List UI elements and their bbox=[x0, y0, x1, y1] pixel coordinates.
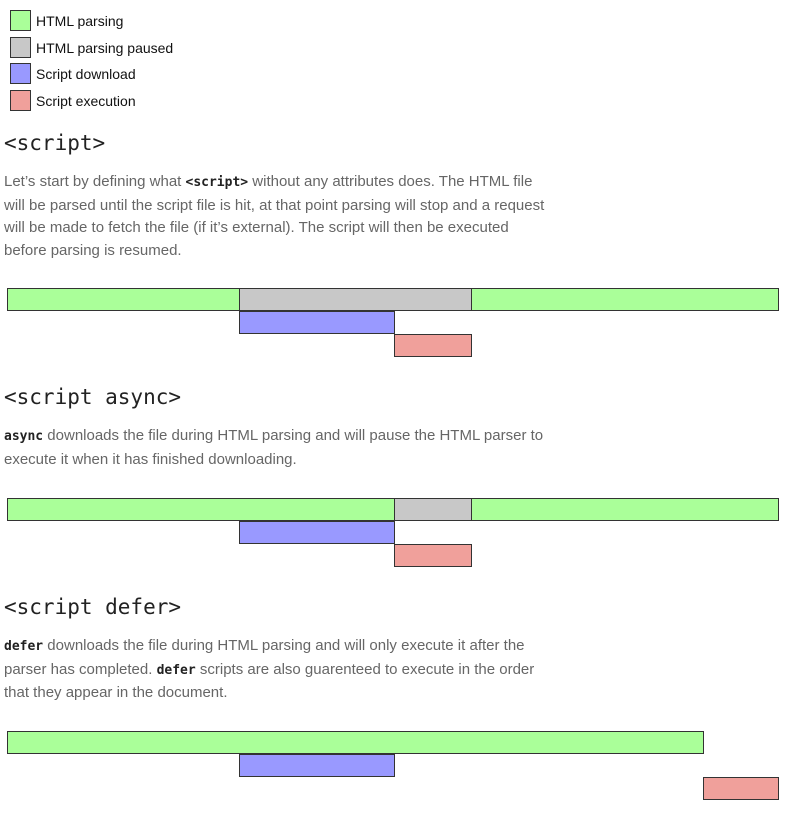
legend-swatch bbox=[10, 90, 31, 111]
code: defer bbox=[4, 639, 44, 654]
text: Let’s start by defining what bbox=[4, 173, 186, 190]
legend-label: HTML parsing bbox=[36, 13, 124, 29]
code: async bbox=[4, 429, 44, 444]
code: defer bbox=[156, 662, 196, 678]
text: without any attributes does. The HTML fi… bbox=[4, 173, 545, 259]
download-bar bbox=[239, 521, 395, 544]
parse-bar bbox=[7, 498, 395, 521]
legend-label: HTML parsing paused bbox=[36, 40, 174, 56]
text: scripts are also guarenteed to execute i… bbox=[4, 660, 535, 702]
legend-swatch bbox=[10, 37, 31, 58]
legend-label: Script download bbox=[36, 66, 136, 82]
parse-bar bbox=[7, 288, 240, 311]
section-text: async downloads the file during HTML par… bbox=[4, 425, 549, 471]
paused-bar bbox=[394, 498, 472, 521]
parse-bar bbox=[471, 288, 779, 311]
download-bar bbox=[239, 754, 395, 777]
section-heading: <script async> bbox=[4, 385, 182, 409]
section-text: defer downloads the file during HTML par… bbox=[4, 635, 549, 705]
parse-bar bbox=[7, 731, 704, 754]
section-heading: <script> bbox=[4, 131, 106, 155]
execute-bar bbox=[703, 777, 779, 800]
legend-swatch bbox=[10, 10, 31, 31]
download-bar bbox=[239, 311, 395, 334]
legend-swatch bbox=[10, 63, 31, 84]
section-heading: <script defer> bbox=[4, 595, 182, 619]
text: downloads the file during HTML parsing a… bbox=[4, 637, 525, 678]
section-text: Let’s start by defining what <script> wi… bbox=[4, 171, 549, 262]
paused-bar bbox=[239, 288, 472, 311]
legend-label: Script execution bbox=[36, 93, 136, 109]
parse-bar bbox=[471, 498, 779, 521]
execute-bar bbox=[394, 544, 472, 567]
text: downloads the file during HTML parsing a… bbox=[4, 427, 544, 468]
code: <script> bbox=[185, 175, 249, 190]
execute-bar bbox=[394, 334, 472, 357]
